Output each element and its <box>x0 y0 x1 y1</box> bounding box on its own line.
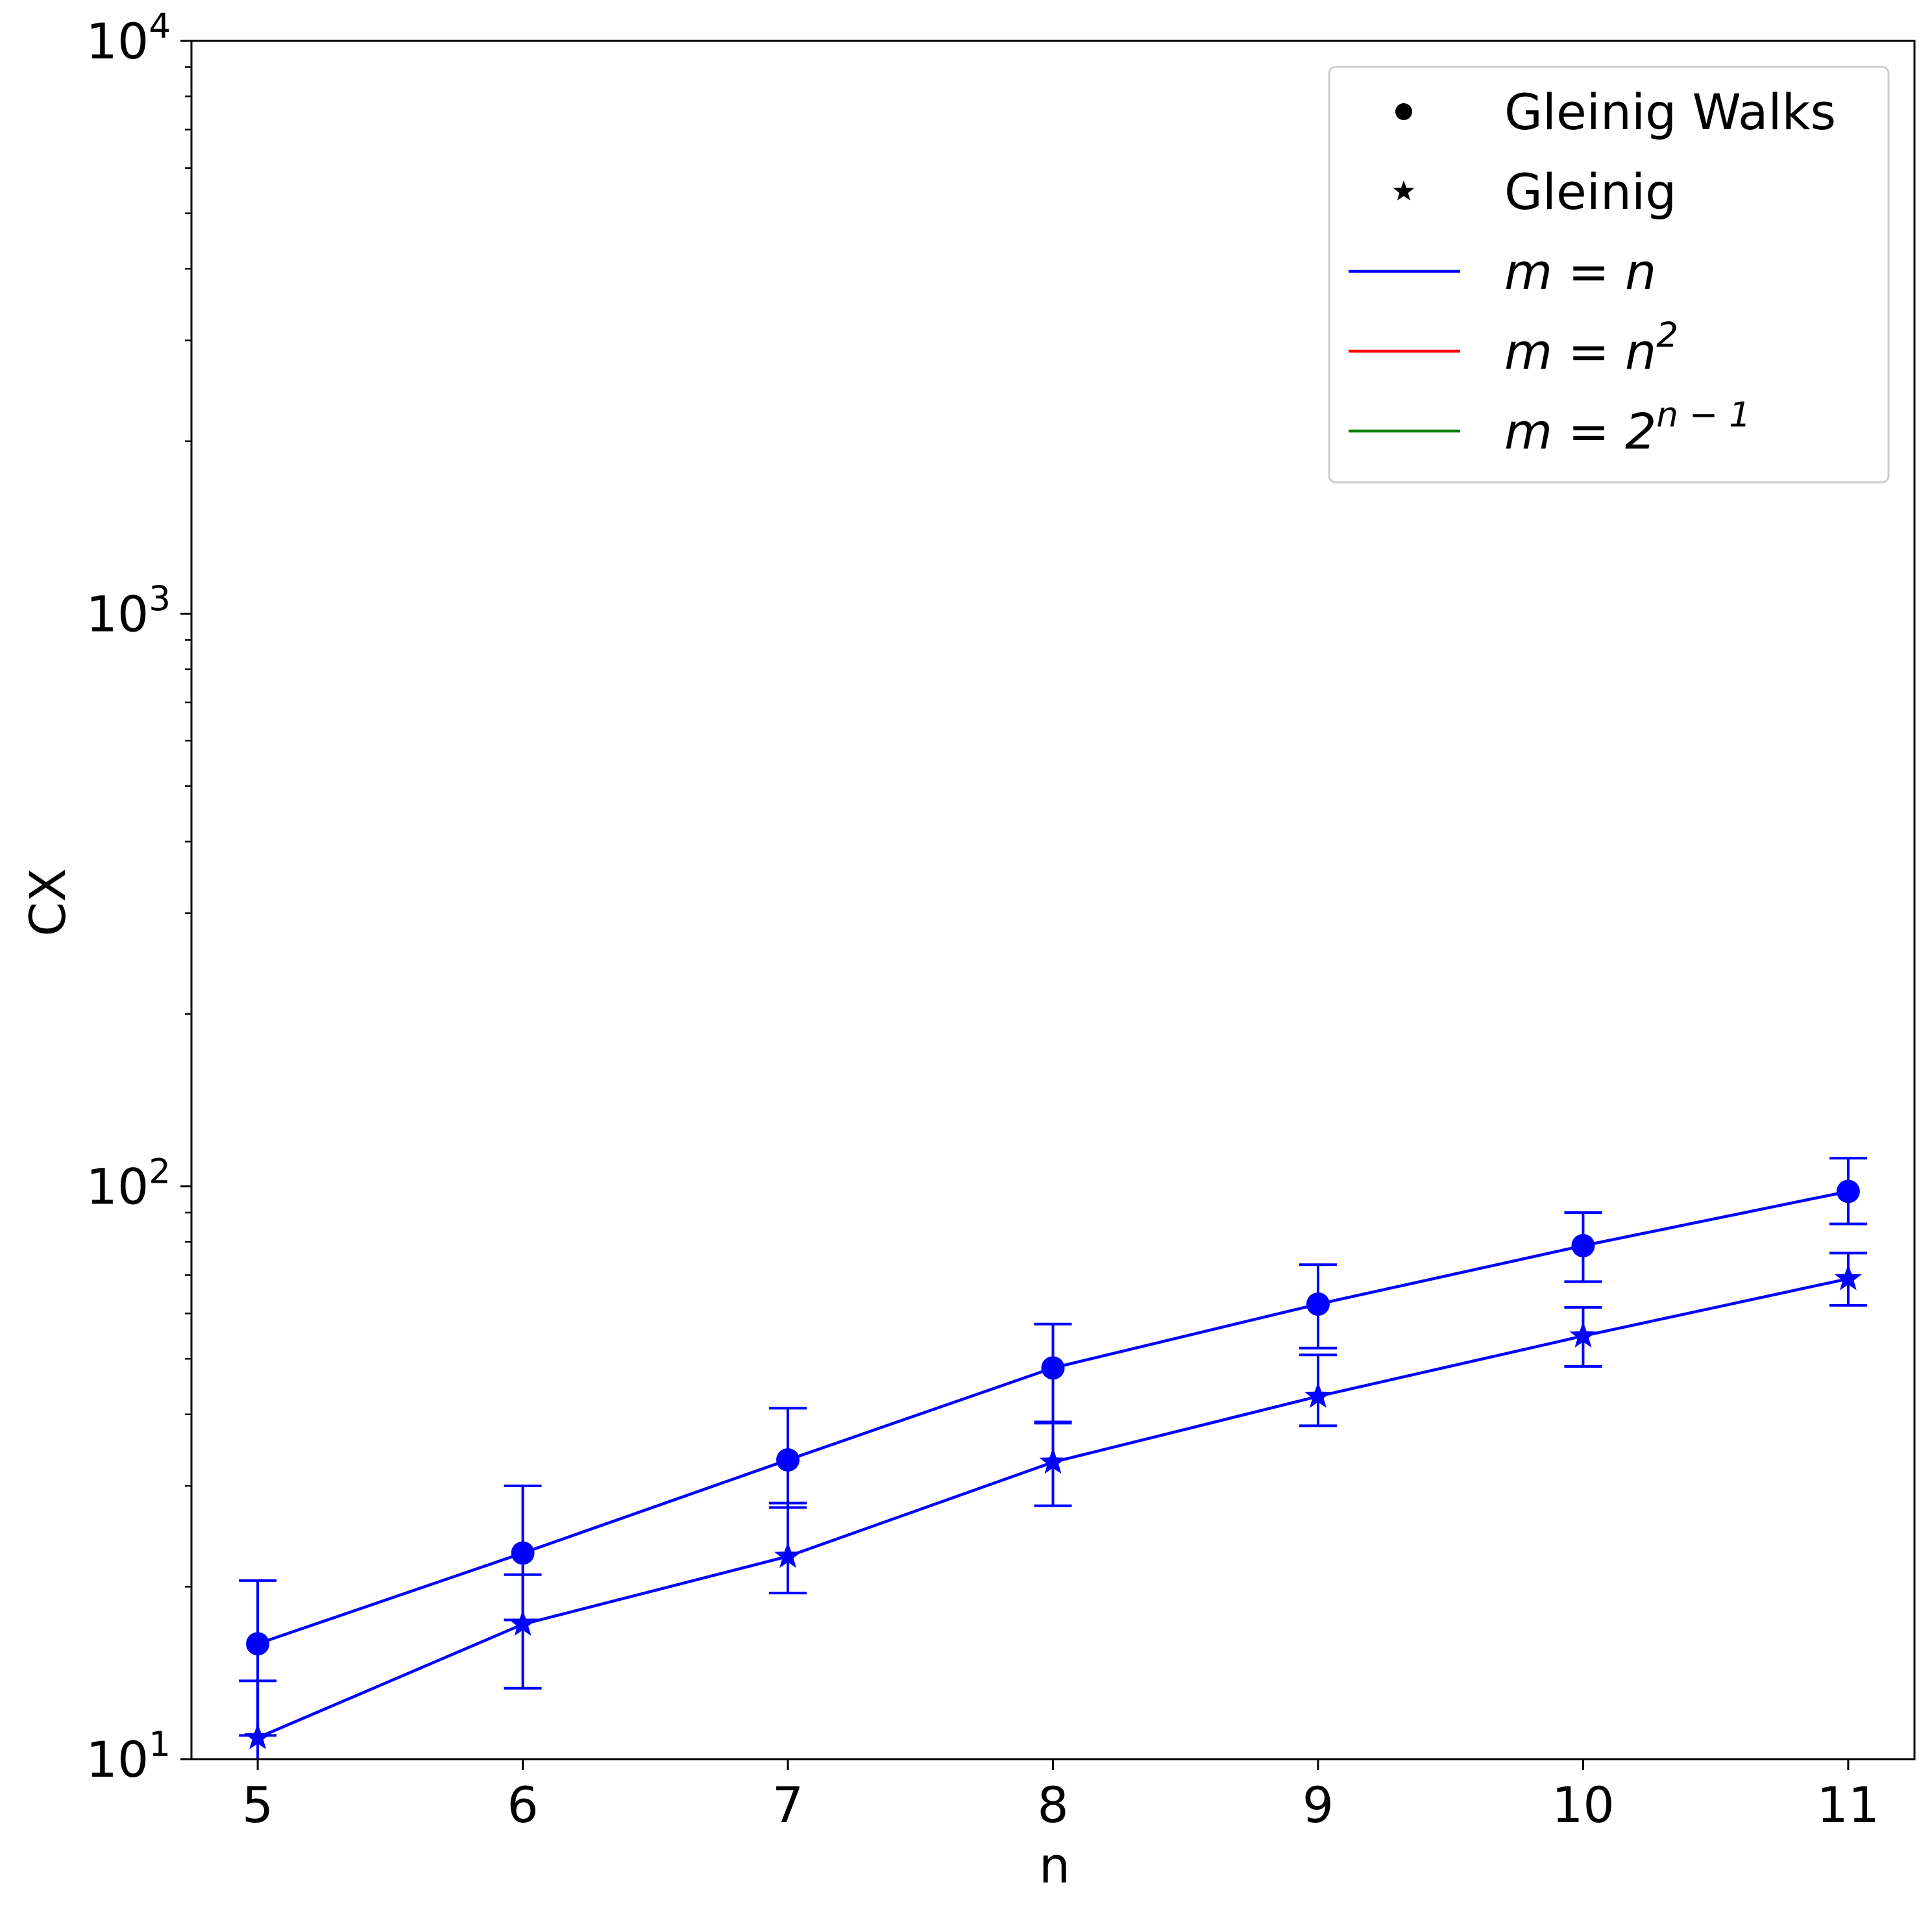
series-star <box>239 1252 1867 1759</box>
y-tick-label: 101 <box>86 1725 171 1788</box>
data-point <box>509 1610 537 1636</box>
data-point <box>1569 1322 1597 1348</box>
y-tick-label: 102 <box>86 1152 171 1216</box>
x-tick-label: 10 <box>1552 1776 1615 1834</box>
x-axis-label: n <box>1039 1836 1070 1894</box>
y-axis-label: CX <box>19 868 77 936</box>
data-point <box>244 1723 271 1749</box>
series-group <box>239 1157 1867 1759</box>
y-tick-label: 103 <box>86 579 171 643</box>
legend-label: m = n <box>1504 243 1656 301</box>
legend-circle-marker <box>1395 103 1412 120</box>
data-point <box>776 1448 800 1472</box>
x-tick-label: 5 <box>242 1776 273 1834</box>
legend-entry: Gleinig <box>1393 163 1676 221</box>
data-point <box>511 1541 535 1565</box>
legend-entry: m = n2 <box>1349 315 1678 380</box>
data-point <box>1836 1179 1860 1203</box>
data-point <box>1835 1264 1862 1290</box>
data-point <box>1306 1292 1330 1316</box>
x-tick-label: 8 <box>1037 1776 1068 1834</box>
legend-entry: m = 2n − 1 <box>1349 395 1751 460</box>
legend-label: Gleinig Walks <box>1504 83 1836 141</box>
legend-label: Gleinig <box>1504 163 1676 221</box>
legend-entry: m = n <box>1349 243 1656 301</box>
x-tick-label: 11 <box>1817 1776 1880 1834</box>
data-point <box>1304 1382 1332 1408</box>
plot-area <box>239 1157 1867 1759</box>
x-tick-label: 7 <box>772 1776 803 1834</box>
legend-label: m = 2n − 1 <box>1504 395 1751 460</box>
data-point <box>1041 1356 1065 1380</box>
data-point <box>246 1632 270 1656</box>
x-tick-label: 6 <box>507 1776 538 1834</box>
legend-entry: Gleinig Walks <box>1395 83 1836 141</box>
legend-star-marker <box>1393 180 1415 201</box>
data-point <box>774 1542 801 1568</box>
legend: Gleinig Walks Gleinig m = n m = n2 m = 2n − … <box>1328 66 1890 484</box>
x-tick-label: 9 <box>1302 1776 1334 1834</box>
data-point <box>1039 1448 1067 1474</box>
legend-label: m = n2 <box>1504 315 1678 380</box>
legend-frame <box>1328 66 1890 484</box>
data-point <box>1571 1233 1595 1257</box>
y-tick-label: 104 <box>86 6 171 70</box>
axes: 5 6 7 8 9 10 11 101 102 103 104 <box>86 6 1916 1834</box>
